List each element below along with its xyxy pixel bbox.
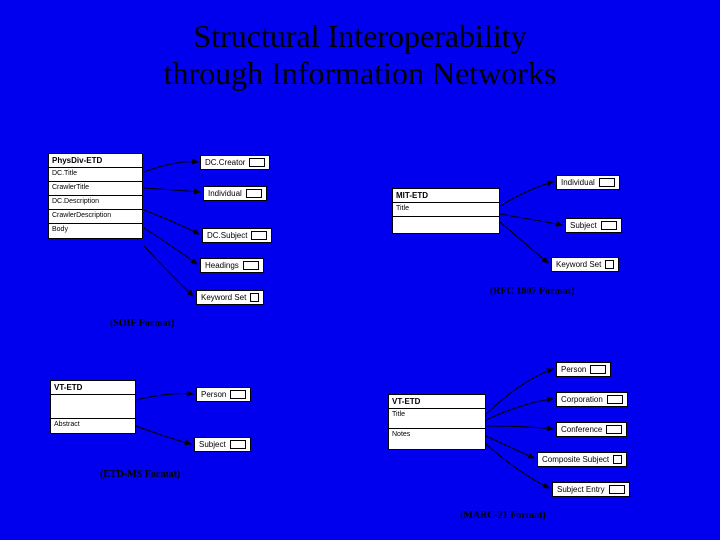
dcsubject-label: DC.Subject — [207, 231, 247, 240]
keywordset1-label: Keyword Set — [201, 293, 246, 302]
subjectentry-label: Subject Entry — [557, 485, 605, 494]
keywordset2-label: Keyword Set — [556, 260, 601, 269]
mini-icon — [230, 440, 246, 449]
mini-icon — [606, 425, 622, 434]
individual1-box: Individual — [203, 186, 267, 201]
subjectentry-box: Subject Entry — [552, 482, 630, 497]
mit-schema: MIT-ETD Title — [392, 188, 500, 234]
mini-icon — [613, 455, 622, 464]
mini-icon — [605, 260, 614, 269]
physdiv-header: PhysDiv-ETD — [49, 154, 142, 168]
person1-label: Person — [201, 390, 226, 399]
individual2-label: Individual — [561, 178, 595, 187]
corporation-label: Corporation — [561, 395, 603, 404]
vtetd2-row-1: Notes — [389, 429, 485, 449]
keywordset1-box: Keyword Set — [196, 290, 264, 305]
mini-icon — [246, 189, 262, 198]
mit-row-1 — [393, 217, 499, 233]
vtetd1-row-0 — [51, 395, 135, 419]
marc-caption: (MARC-21 Format) — [460, 510, 546, 521]
vtetd2-header: VT-ETD — [389, 395, 485, 409]
individual1-label: Individual — [208, 189, 242, 198]
person1-box: Person — [196, 387, 251, 402]
composite-label: Composite Subject — [542, 455, 609, 464]
physdiv-row-0: DC.Title — [49, 168, 142, 182]
keywordset2-box: Keyword Set — [551, 257, 619, 272]
physdiv-row-2: DC.Description — [49, 196, 142, 210]
physdiv-row-3: CrawlerDescription — [49, 210, 142, 224]
individual2-box: Individual — [556, 175, 620, 190]
subject-etdms-box: Subject — [194, 437, 251, 452]
mit-row-0: Title — [393, 203, 499, 217]
conference-box: Conference — [556, 422, 627, 437]
vtetd1-schema: VT-ETD Abstract — [50, 380, 136, 434]
person2-box: Person — [556, 362, 611, 377]
mit-header: MIT-ETD — [393, 189, 499, 203]
physdiv-row-1: CrawlerTitle — [49, 182, 142, 196]
headings-box: Headings — [200, 258, 264, 273]
vtetd2-row-0: Title — [389, 409, 485, 429]
rfc-caption: (RFC 1807 Format) — [490, 286, 574, 297]
slide-title: Structural Interoperability through Info… — [0, 0, 720, 92]
mini-icon — [607, 395, 623, 404]
mini-icon — [251, 231, 267, 240]
headings-label: Headings — [205, 261, 239, 270]
mini-icon — [601, 221, 617, 230]
subject-etdms-label: Subject — [199, 440, 226, 449]
vtetd1-row-1: Abstract — [51, 419, 135, 433]
etdms-caption: (ETD-MS Format) — [100, 469, 180, 480]
mini-icon — [609, 485, 625, 494]
vtetd2-schema: VT-ETD Title Notes — [388, 394, 486, 450]
title-line2: through Information Networks — [164, 55, 557, 91]
subject-mit-box: Subject — [565, 218, 622, 233]
mini-icon — [250, 293, 259, 302]
soif-caption: (SOIF Format) — [110, 318, 174, 329]
mini-icon — [599, 178, 615, 187]
conference-label: Conference — [561, 425, 602, 434]
physdiv-row-4: Body — [49, 224, 142, 238]
vtetd1-header: VT-ETD — [51, 381, 135, 395]
mini-icon — [230, 390, 246, 399]
person2-label: Person — [561, 365, 586, 374]
corporation-box: Corporation — [556, 392, 628, 407]
mini-icon — [590, 365, 606, 374]
composite-box: Composite Subject — [537, 452, 627, 467]
mini-icon — [249, 158, 265, 167]
title-line1: Structural Interoperability — [193, 18, 526, 54]
dcsubject-box: DC.Subject — [202, 228, 272, 243]
physdiv-schema: PhysDiv-ETD DC.Title CrawlerTitle DC.Des… — [48, 153, 143, 239]
dccreator-label: DC.Creator — [205, 158, 245, 167]
subject-mit-label: Subject — [570, 221, 597, 230]
mini-icon — [243, 261, 259, 270]
dccreator-box: DC.Creator — [200, 155, 270, 170]
